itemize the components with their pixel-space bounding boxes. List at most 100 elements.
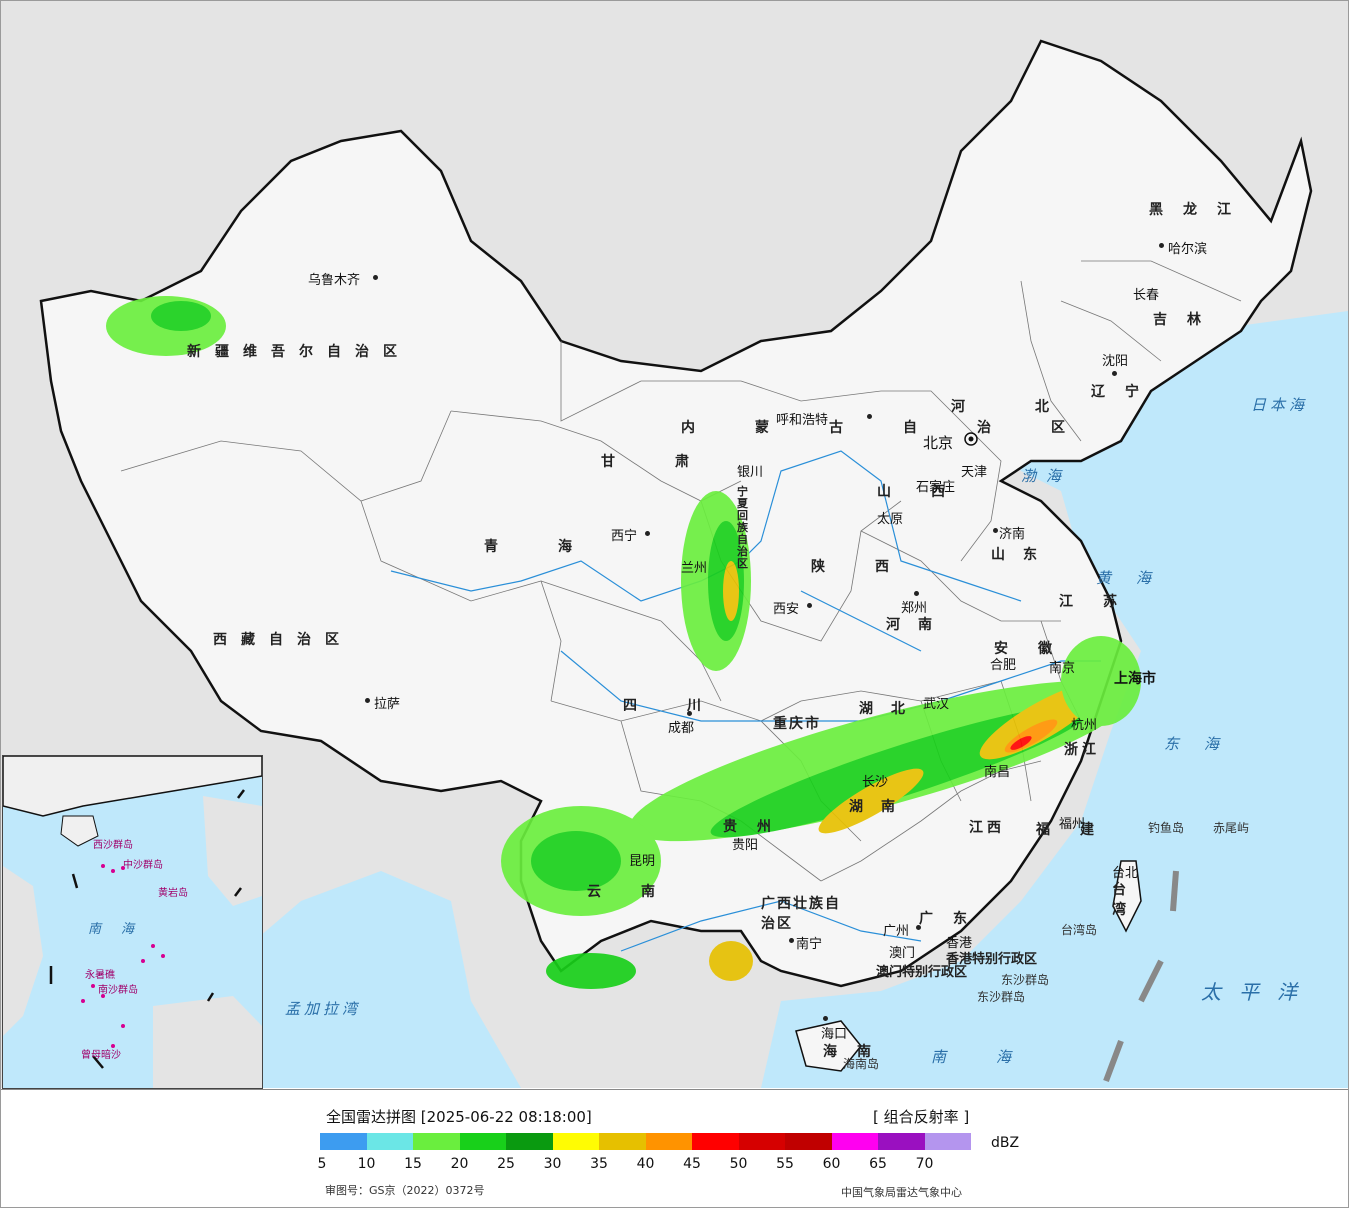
pacific-sea bbox=[761, 311, 1348, 1088]
province-neimenggu: 内蒙古自治区 bbox=[681, 420, 1125, 436]
inset-zhongsha: 中沙群岛 bbox=[123, 860, 163, 871]
city-dot bbox=[687, 711, 692, 716]
province-hk-sar: 香港特别行政区 bbox=[946, 952, 1038, 967]
city-beijing: 北京 bbox=[923, 434, 954, 452]
inset-huangyan: 黄岩岛 bbox=[158, 888, 188, 899]
city-shanghai: 上海市 bbox=[1114, 671, 1156, 687]
province-tibet: 西藏自治区 bbox=[213, 632, 353, 648]
province-shandong: 山东 bbox=[991, 547, 1055, 563]
sea-boundary-markers bbox=[1103, 870, 1179, 1083]
city-shenyang: 沈阳 bbox=[1102, 354, 1129, 369]
province-sichuan: 四川 bbox=[623, 698, 751, 714]
island-dongsha-2: 东沙群岛 bbox=[977, 990, 1026, 1004]
city-nanning: 南宁 bbox=[796, 937, 823, 952]
province-jilin: 吉林 bbox=[1153, 312, 1221, 328]
city-tianjin: 天津 bbox=[961, 465, 988, 480]
legend-tick-label: 35 bbox=[590, 1156, 608, 1172]
capital-marker bbox=[964, 432, 978, 446]
province-shanxi: 山西 bbox=[877, 484, 985, 500]
city-changchun: 长春 bbox=[1133, 288, 1160, 303]
city-xining: 西宁 bbox=[611, 529, 638, 544]
legend-swatch bbox=[506, 1133, 553, 1150]
province-anhui: 安徽 bbox=[994, 641, 1082, 657]
province-qinghai: 青海 bbox=[484, 539, 632, 555]
province-guizhou: 贵州 bbox=[723, 819, 791, 835]
city-dot bbox=[916, 925, 921, 930]
legend-product: [ 组合反射率 ] bbox=[873, 1108, 970, 1126]
province-jiangxi: 江西 bbox=[969, 820, 1005, 836]
province-xinjiang: 新疆维吾尔自治区 bbox=[187, 344, 411, 360]
inset-nanhai: 南海 bbox=[88, 922, 155, 937]
legend-tick-label: 60 bbox=[822, 1156, 841, 1172]
city-haikou: 海口 bbox=[821, 1027, 848, 1042]
city-harbin: 哈尔滨 bbox=[1168, 242, 1208, 257]
legend-tick-label: 55 bbox=[776, 1156, 794, 1172]
province-hainan: 海南 bbox=[823, 1044, 891, 1060]
legend-unit: dBZ bbox=[991, 1135, 1020, 1151]
legend-swatch bbox=[645, 1133, 692, 1150]
province-yunnan: 云南 bbox=[587, 884, 695, 900]
radar-legend: 全国雷达拼图 [2025-06-22 08:18:00] [ 组合反射率 ] 5… bbox=[1, 1089, 1348, 1207]
city-hongkong: 香港 bbox=[946, 936, 973, 951]
inset-yongshu: 永暑礁 bbox=[85, 970, 115, 981]
city-zhengzhou: 郑州 bbox=[901, 601, 928, 616]
legend-tick-label: 5 bbox=[317, 1156, 327, 1172]
province-hubei: 湖北 bbox=[859, 701, 923, 717]
legend-swatch bbox=[552, 1133, 599, 1150]
city-shijiazhuang: 石家庄 bbox=[916, 480, 956, 495]
city-fuzhou: 福州 bbox=[1059, 817, 1086, 832]
legend-swatch bbox=[831, 1133, 878, 1150]
city-chengdu: 成都 bbox=[668, 721, 695, 736]
legend-swatch bbox=[366, 1133, 413, 1150]
province-jiangsu: 江苏 bbox=[1059, 594, 1147, 610]
city-jinan: 济南 bbox=[999, 527, 1026, 542]
city-urumqi: 乌鲁木齐 bbox=[308, 273, 361, 288]
city-dot bbox=[789, 938, 794, 943]
sea-nanhai: 南海 bbox=[931, 1048, 1062, 1066]
city-changsha: 长沙 bbox=[862, 775, 889, 790]
inset-zengmu: 曾母暗沙 bbox=[81, 1050, 121, 1061]
inset-canvas bbox=[3, 756, 262, 1088]
sea-mengjiala: 孟加拉湾 bbox=[285, 1000, 362, 1018]
city-lanzhou: 兰州 bbox=[681, 561, 708, 576]
legend-swatch bbox=[320, 1133, 367, 1150]
province-shaanxi: 陕西 bbox=[811, 559, 939, 575]
sea-bohai: 渤海 bbox=[1021, 467, 1072, 485]
legend-tick-label: 15 bbox=[404, 1156, 422, 1172]
province-guangxi: 广西壮族自治区 bbox=[761, 896, 841, 932]
legend-swatch bbox=[599, 1133, 646, 1150]
city-taiyuan: 太原 bbox=[877, 512, 904, 527]
legend-swatch bbox=[924, 1133, 971, 1150]
island-dongsha: 东沙群岛 bbox=[1001, 973, 1050, 987]
legend-swatch bbox=[459, 1133, 506, 1150]
bay-of-bengal bbox=[211, 871, 521, 1088]
city-lhasa: 拉萨 bbox=[374, 697, 401, 712]
province-gansu: 甘肃 bbox=[601, 454, 749, 470]
province-henan: 河南 bbox=[886, 617, 950, 633]
island-taiwan: 台湾岛 bbox=[1061, 923, 1098, 937]
city-dot bbox=[645, 531, 650, 536]
province-taiwan: 台湾 bbox=[1112, 882, 1128, 918]
legend-tick-label: 25 bbox=[497, 1156, 515, 1172]
taiwan-island-shape bbox=[1112, 860, 1142, 933]
legend-swatch bbox=[692, 1133, 739, 1150]
city-dot bbox=[1112, 371, 1117, 376]
legend-color-bar bbox=[320, 1133, 971, 1150]
city-macau: 澳门 bbox=[889, 946, 916, 961]
province-macau-sar: 澳门特别行政区 bbox=[876, 965, 968, 980]
sea-huanghai: 黄海 bbox=[1096, 569, 1177, 587]
city-kunming: 昆明 bbox=[629, 854, 656, 869]
island-chiwei: 赤尾屿 bbox=[1213, 821, 1250, 835]
south-china-sea-inset: 南海 中沙群岛 南沙群岛 西沙群岛 黄岩岛 曾母暗沙 永暑礁 bbox=[2, 755, 263, 1089]
sea-taipingyang: 太平洋 bbox=[1201, 980, 1315, 1004]
legend-tick-label: 45 bbox=[683, 1156, 701, 1172]
radar-mosaic-map: 新疆维吾尔自治区 西藏自治区 青海 甘肃 内蒙古自治区 黑龙江 吉林 辽宁 河北… bbox=[1, 1, 1348, 1089]
sea-donghai: 东海 bbox=[1164, 735, 1245, 753]
legend-tick-label: 20 bbox=[450, 1156, 469, 1172]
legend-swatch bbox=[878, 1133, 925, 1150]
province-fujian: 福建 bbox=[1036, 822, 1124, 838]
city-yinchuan: 银川 bbox=[737, 465, 764, 480]
inset-xisha: 西沙群岛 bbox=[93, 840, 133, 851]
legend-title: 全国雷达拼图 [2025-06-22 08:18:00] bbox=[326, 1108, 592, 1126]
